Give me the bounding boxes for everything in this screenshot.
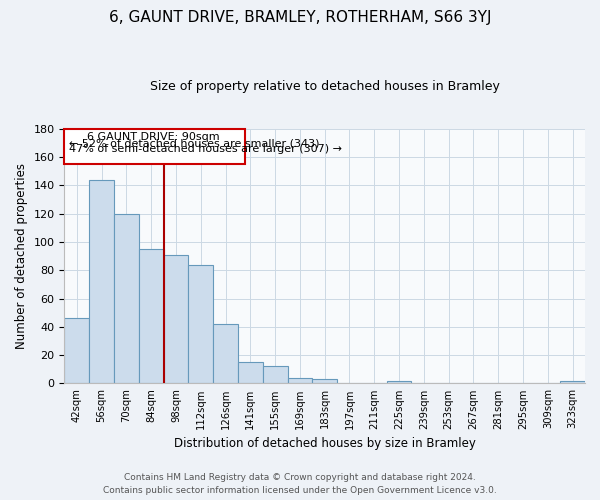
Text: 6, GAUNT DRIVE, BRAMLEY, ROTHERHAM, S66 3YJ: 6, GAUNT DRIVE, BRAMLEY, ROTHERHAM, S66 …: [109, 10, 491, 25]
Bar: [64, 129, 245, 164]
Bar: [238, 362, 263, 384]
X-axis label: Distribution of detached houses by size in Bramley: Distribution of detached houses by size …: [174, 437, 476, 450]
Y-axis label: Number of detached properties: Number of detached properties: [15, 163, 28, 349]
Bar: [263, 366, 287, 384]
Text: 6 GAUNT DRIVE: 90sqm: 6 GAUNT DRIVE: 90sqm: [88, 132, 220, 141]
Bar: [313, 379, 337, 384]
Bar: [287, 378, 313, 384]
Title: Size of property relative to detached houses in Bramley: Size of property relative to detached ho…: [150, 80, 500, 93]
Bar: [188, 264, 213, 384]
Bar: [64, 318, 89, 384]
Bar: [89, 180, 114, 384]
Text: 47% of semi-detached houses are larger (307) →: 47% of semi-detached houses are larger (…: [70, 144, 343, 154]
Bar: [213, 324, 238, 384]
Bar: [114, 214, 139, 384]
Text: ← 52% of detached houses are smaller (343): ← 52% of detached houses are smaller (34…: [70, 138, 320, 148]
Bar: [164, 254, 188, 384]
Text: Contains HM Land Registry data © Crown copyright and database right 2024.
Contai: Contains HM Land Registry data © Crown c…: [103, 474, 497, 495]
Bar: [139, 249, 164, 384]
Bar: [386, 380, 412, 384]
Bar: [560, 380, 585, 384]
